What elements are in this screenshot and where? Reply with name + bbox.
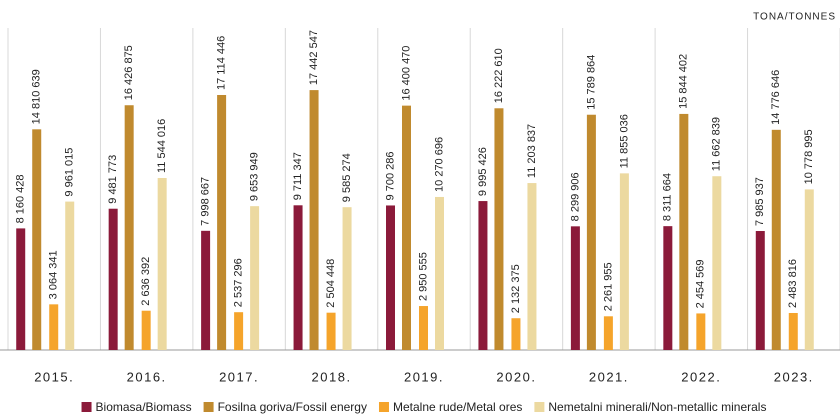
bar	[771, 129, 781, 350]
value-label: 2 636 392	[140, 257, 152, 306]
bar	[157, 177, 167, 350]
value-label: 11 855 036	[618, 114, 630, 168]
bar	[788, 312, 798, 350]
value-label: 17 442 547	[308, 30, 320, 85]
value-label: 2 950 555	[417, 252, 429, 301]
value-label: 17 114 446	[216, 36, 228, 90]
value-label: 9 700 286	[384, 152, 396, 201]
legend-swatch	[378, 402, 389, 412]
value-label: 2 537 296	[233, 258, 245, 307]
x-tick-label: 2017.	[219, 369, 259, 384]
bar	[124, 105, 134, 350]
value-label: 9 961 015	[64, 148, 76, 197]
bar	[527, 183, 537, 350]
bar	[755, 231, 765, 350]
bar	[494, 108, 504, 350]
bar	[511, 318, 521, 350]
bar	[49, 304, 59, 350]
value-label: 15 844 402	[678, 54, 690, 109]
bar	[141, 310, 151, 350]
value-label: 11 662 839	[711, 117, 723, 171]
bar	[217, 94, 227, 350]
bar	[16, 228, 26, 350]
value-label: 2 132 375	[510, 264, 522, 313]
value-label: 2 261 955	[602, 262, 614, 311]
bar	[478, 201, 488, 350]
bar	[386, 205, 395, 350]
x-tick-label: 2021.	[589, 369, 629, 384]
value-label: 9 653 949	[249, 152, 261, 201]
legend-label: Biomasa/Biomass	[96, 400, 192, 414]
unit-label: TONA/TONNES	[753, 12, 836, 23]
bar	[419, 306, 428, 350]
x-tick-label: 2022.	[681, 369, 721, 384]
value-label: 16 426 875	[123, 45, 135, 100]
value-label: 10 778 995	[803, 129, 815, 184]
value-label: 9 585 274	[341, 153, 353, 202]
bar	[402, 105, 411, 350]
legend-swatch	[203, 402, 214, 412]
value-label: 3 064 341	[48, 250, 60, 299]
x-tick-label: 2015.	[34, 369, 74, 384]
x-tick-label: 2016.	[127, 369, 167, 384]
value-label: 16 222 610	[493, 48, 505, 103]
bar	[804, 189, 814, 350]
value-label: 9 481 773	[107, 155, 119, 204]
value-label: 9 711 347	[292, 152, 304, 200]
value-label: 2 504 448	[325, 259, 337, 308]
bar	[435, 196, 444, 350]
value-label: 15 789 864	[585, 55, 597, 110]
value-label: 16 400 470	[400, 46, 412, 101]
value-label: 9 995 426	[477, 147, 489, 196]
legend-swatch	[534, 402, 545, 412]
value-label: 8 311 664	[662, 173, 674, 221]
legend-swatch	[81, 402, 92, 412]
value-label: 14 776 646	[770, 70, 782, 125]
bar	[619, 173, 629, 350]
x-tick-label: 2023.	[774, 369, 814, 384]
bar	[696, 313, 706, 350]
legend-label: Fosilna goriva/Fossil energy	[218, 400, 367, 414]
x-tick-label: 2019.	[404, 369, 444, 384]
value-label: 10 270 696	[433, 137, 445, 192]
value-label: 7 985 937	[754, 177, 766, 226]
bar	[234, 312, 244, 350]
bar	[108, 208, 118, 350]
bar	[201, 230, 211, 350]
value-label: 11 203 837	[526, 124, 538, 178]
x-tick-label: 2018.	[312, 369, 352, 384]
value-label: 11 544 016	[156, 119, 168, 173]
legend-label: Nemetalni minerali/Non-metallic minerals	[548, 400, 766, 414]
value-label: 14 810 639	[31, 69, 43, 124]
bar	[586, 114, 596, 351]
bar	[309, 90, 319, 350]
bar	[570, 226, 580, 350]
bar	[32, 129, 42, 350]
bar	[663, 226, 673, 350]
bar	[250, 206, 260, 350]
bar	[293, 205, 303, 350]
bar	[65, 201, 75, 350]
legend-label: Metalne rude/Metal ores	[393, 400, 522, 414]
bar	[679, 113, 689, 350]
x-tick-label: 2020.	[496, 369, 536, 384]
value-label: 8 299 906	[569, 172, 581, 221]
bar	[712, 176, 722, 350]
value-label: 2 483 816	[787, 259, 799, 308]
value-label: 8 160 428	[15, 174, 27, 223]
value-label: 2 454 569	[695, 259, 707, 308]
bar	[603, 316, 613, 350]
value-label: 7 998 667	[200, 177, 212, 226]
bar	[326, 312, 336, 350]
bar	[342, 207, 352, 350]
